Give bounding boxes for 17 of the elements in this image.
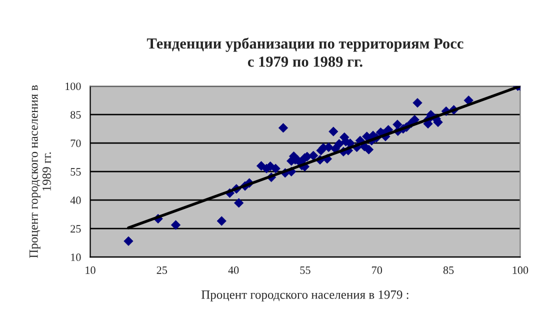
y-tick-label: 55 [70,168,81,176]
x-tick-label: 40 [228,266,239,274]
chart-title: Тенденции урбанизации по территориям Росс с 1979 по 1989 гг. [146,38,464,67]
x-tick-label: 85 [443,266,454,274]
y-tick-label: 40 [70,196,81,204]
x-tick-label: 100 [512,266,528,274]
y-tick-label: 100 [66,82,81,90]
y-axis-title: Процент городского населения в 1989 гг. [30,85,51,258]
x-tick-label: 10 [86,266,96,274]
x-tick-label: 25 [156,266,168,274]
y-tick-label: 85 [70,111,81,119]
x-tick-label: 70 [372,266,382,274]
y-tick-label: 25 [70,225,81,233]
y-tick-label: 10 [71,254,81,262]
y-tick-label: 70 [70,140,81,148]
x-tick-label: 55 [300,266,310,274]
x-axis-title: Процент городского населения в 1979 : [201,290,408,302]
